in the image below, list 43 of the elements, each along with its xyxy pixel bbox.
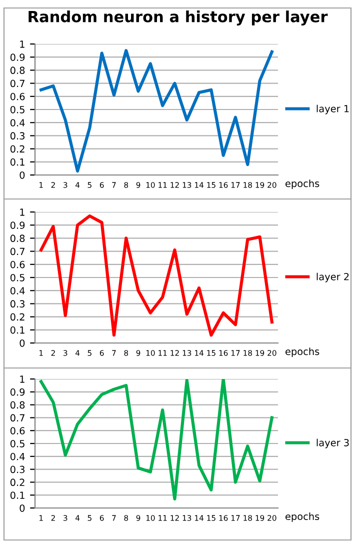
y-tick-label: 0.3 [10,132,24,140]
y-tick-label: 0.9 [10,388,25,396]
y-tick-label: 1 [20,208,24,216]
y-tick-label: 0.9 [10,222,25,229]
y-tick-label: 0 [20,339,25,347]
y-tick-label: 0.5 [10,274,24,282]
y-tick-label: 0.4 [10,119,25,126]
y-tick-label: 0.1 [10,492,24,499]
y-tick-label: 0.4 [10,452,25,460]
y-tick-label: 0.6 [10,92,25,100]
legend-label: layer 1 [316,104,349,114]
y-tick-label: 0.2 [10,145,24,153]
y-tick-label: 0.7 [10,414,24,422]
y-tick-label: 0.1 [10,326,24,334]
x-axis-title: epochs [286,512,320,522]
line-series [40,49,274,173]
legend-label: layer 2 [316,272,349,282]
y-tick-label: 0.2 [10,313,24,321]
y-tick-label: 0.3 [10,300,24,308]
y-tick-label: 0.3 [10,466,24,474]
y-tick-label: 0.7 [10,248,24,256]
y-tick-label: 0.8 [10,401,25,409]
y-tick-label: 0.6 [10,427,25,434]
x-axis-title: epochs [286,180,320,189]
line-series [40,214,274,337]
y-tick-label: 0.1 [10,158,24,166]
legend-label: layer 3 [316,438,349,448]
y-tick-label: 0.5 [10,106,24,114]
y-tick-label: 0.7 [10,80,24,88]
y-tick-label: 0.8 [10,234,25,242]
y-tick-label: 0.4 [10,287,25,294]
y-tick-label: 1 [20,376,24,383]
y-tick-label: 0 [20,504,25,512]
y-tick-label: 0.2 [10,478,24,486]
y-tick-label: 0.8 [10,66,25,74]
y-tick-label: 0.6 [10,260,25,268]
chart-title: Random neuron a history per layer [28,10,328,26]
y-tick-label: 0.9 [10,54,25,61]
x-axis-title: epochs [286,348,320,357]
line-series [40,379,274,500]
y-tick-label: 0 [20,171,25,179]
y-tick-label: 0.5 [10,440,24,448]
y-tick-label: 1 [20,40,24,48]
